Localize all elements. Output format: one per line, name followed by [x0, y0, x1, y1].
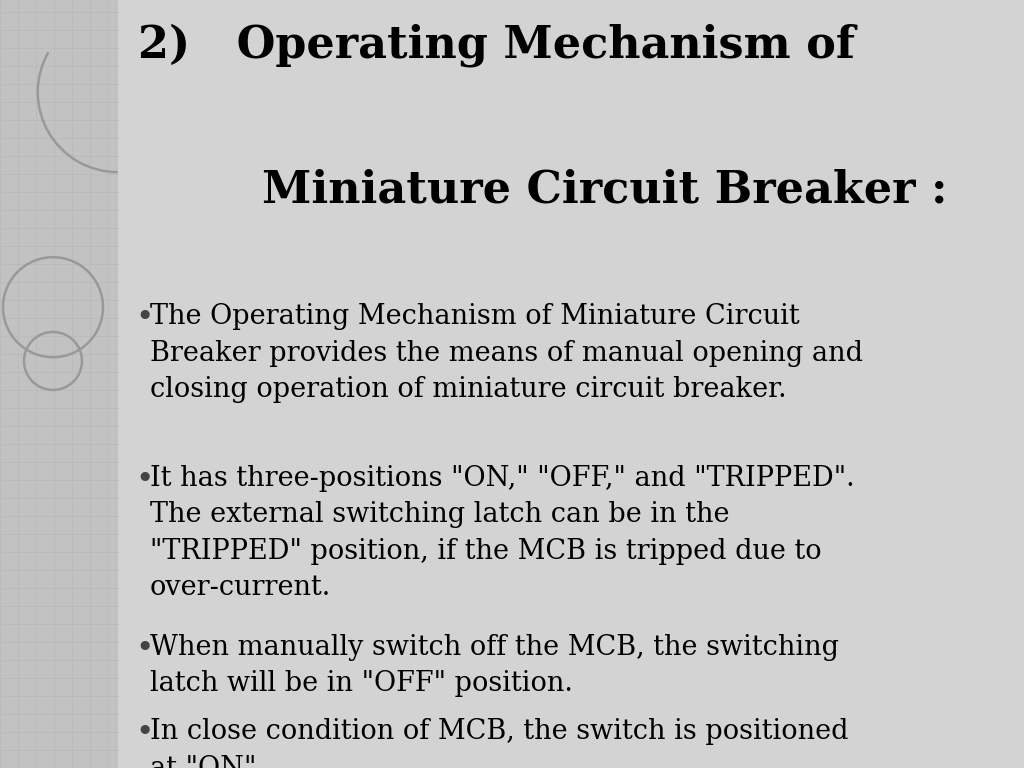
- Text: It has three-positions "ON," "OFF," and "TRIPPED".
The external switching latch : It has three-positions "ON," "OFF," and …: [150, 465, 854, 601]
- Text: The Operating Mechanism of Miniature Circuit
Breaker provides the means of manua: The Operating Mechanism of Miniature Cir…: [150, 303, 863, 403]
- Text: •: •: [136, 634, 155, 663]
- Text: •: •: [136, 718, 155, 747]
- Text: In close condition of MCB, the switch is positioned
at "ON".: In close condition of MCB, the switch is…: [150, 718, 848, 768]
- Text: When manually switch off the MCB, the switching
latch will be in "OFF" position.: When manually switch off the MCB, the sw…: [150, 634, 839, 697]
- Bar: [0, 0, 118, 768]
- Text: •: •: [136, 303, 155, 333]
- Text: Miniature Circuit Breaker :: Miniature Circuit Breaker :: [138, 169, 947, 212]
- Text: •: •: [136, 465, 155, 494]
- Text: 2)   Operating Mechanism of: 2) Operating Mechanism of: [138, 23, 855, 67]
